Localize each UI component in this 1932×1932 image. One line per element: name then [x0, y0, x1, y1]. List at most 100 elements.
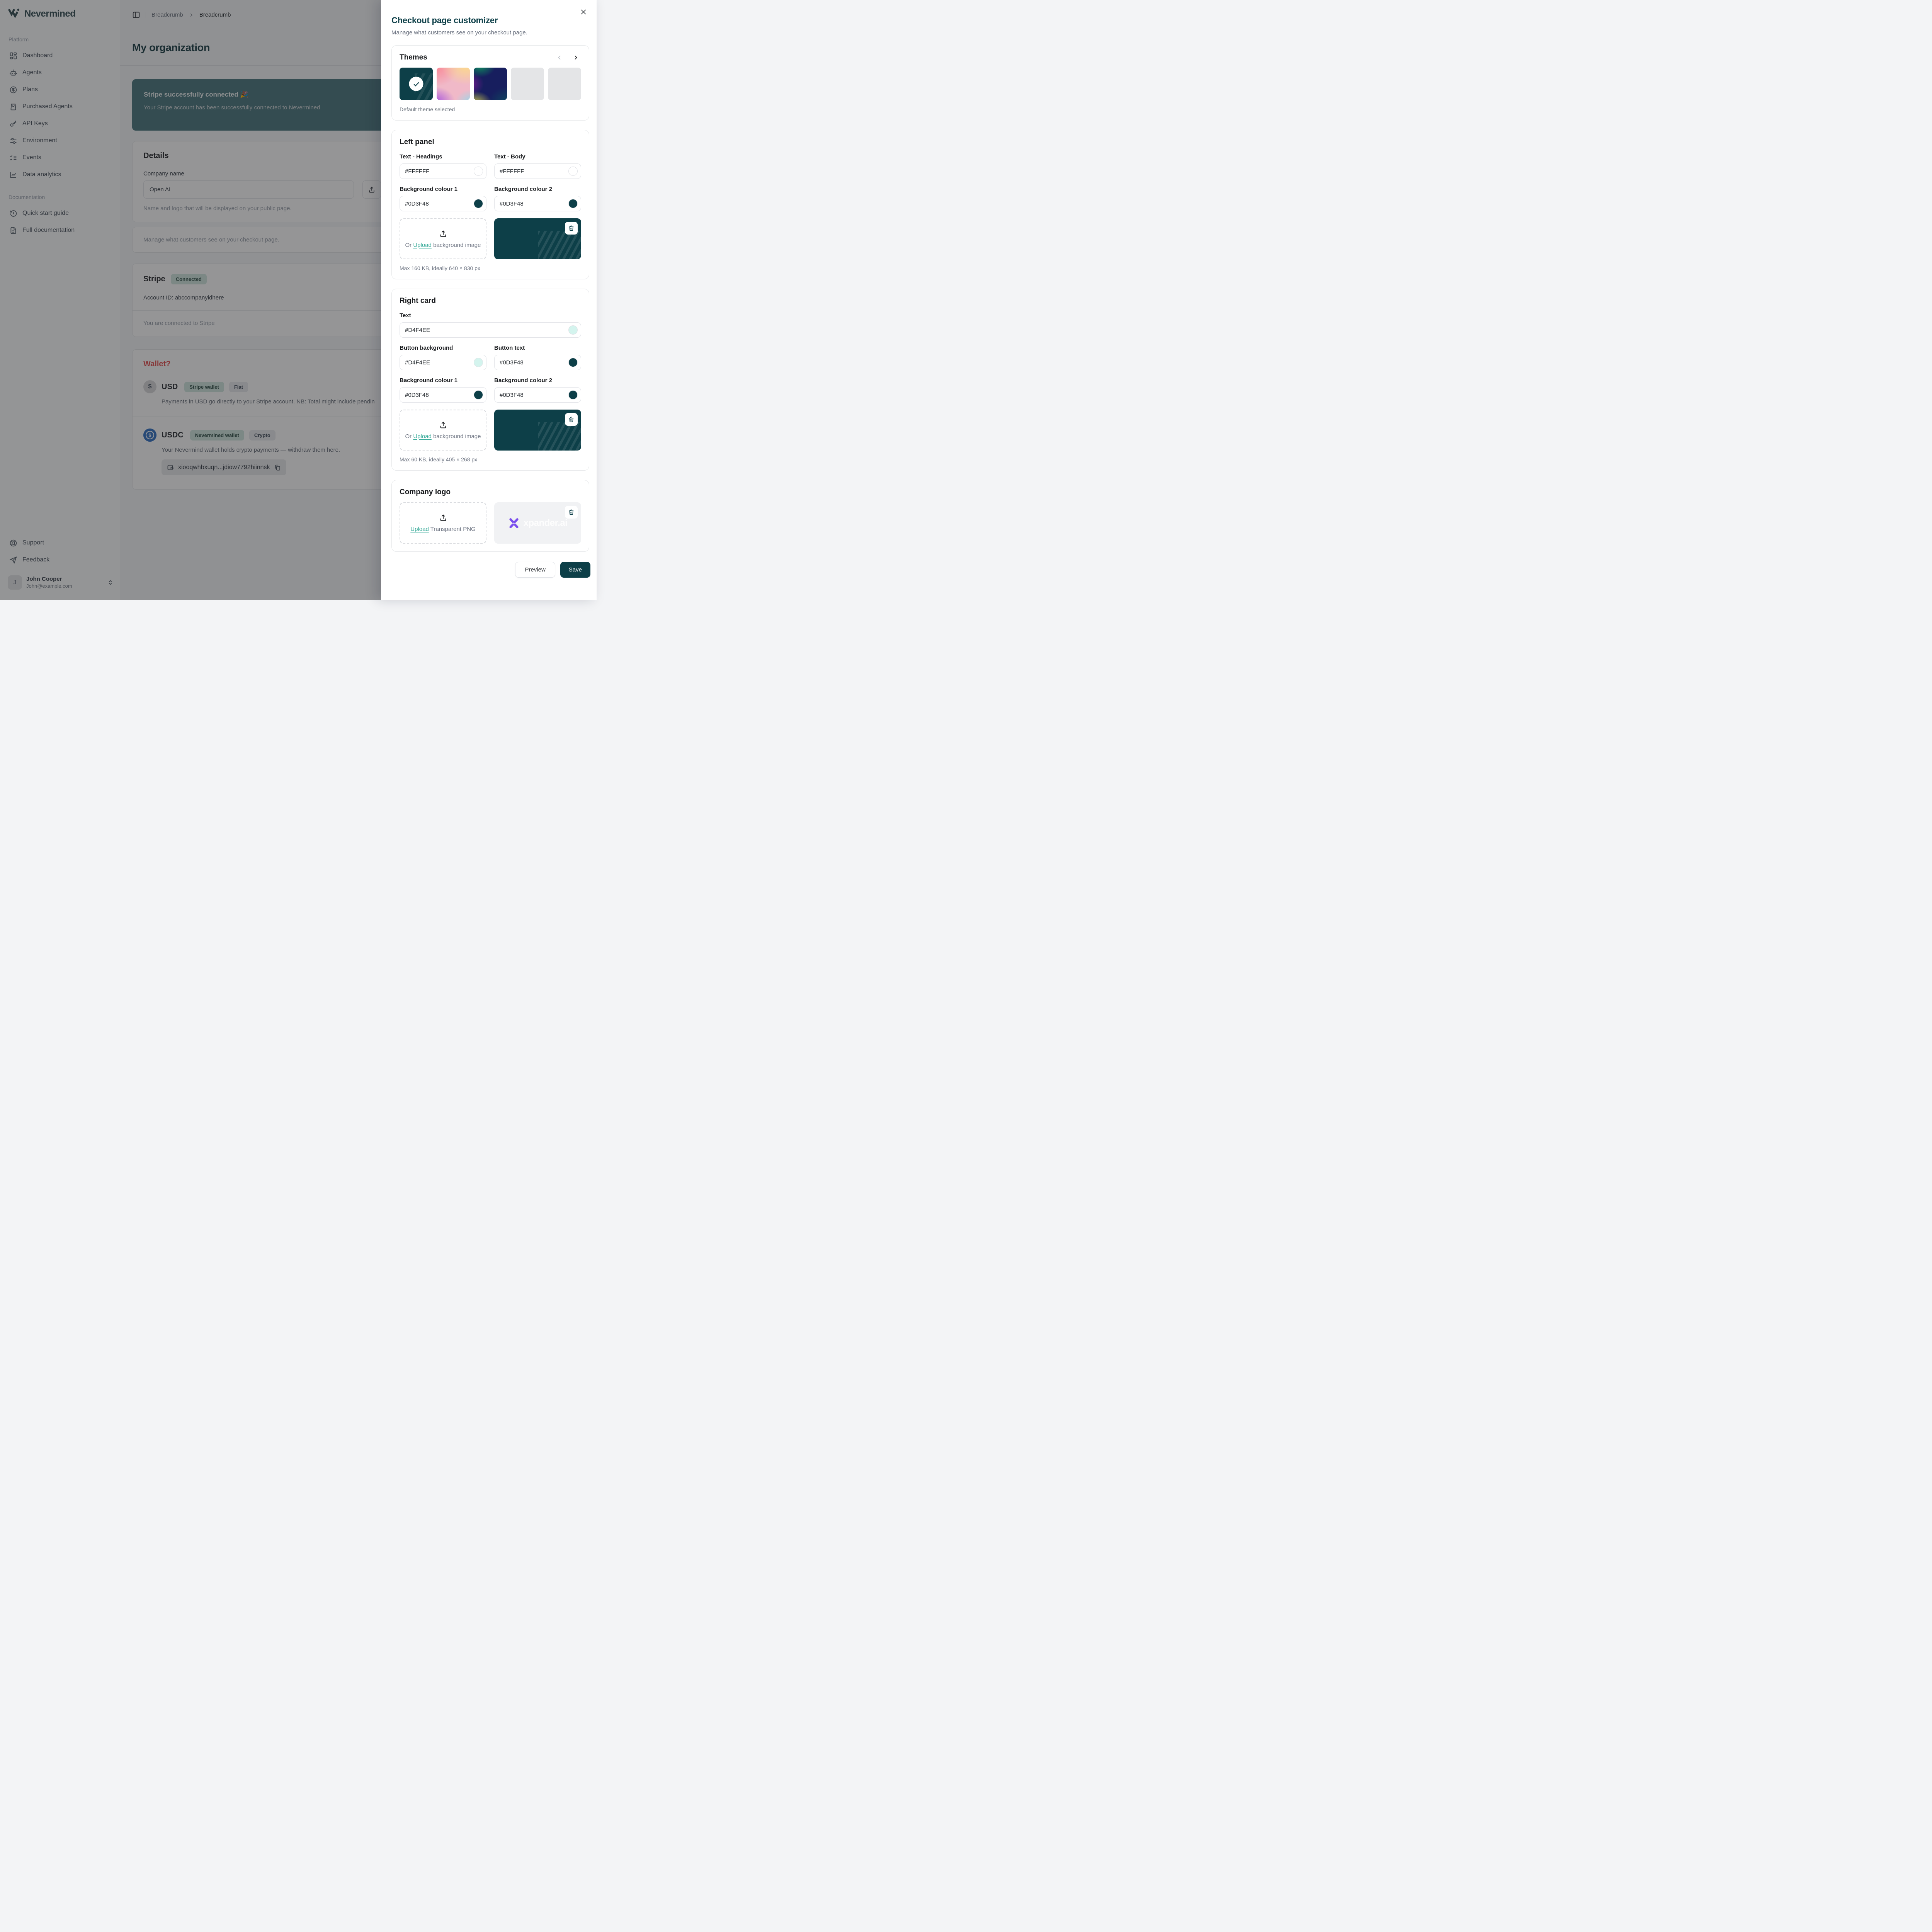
breadcrumb-parent[interactable]: Breadcrumb [151, 12, 183, 18]
upload-text-suffix: background image [433, 433, 481, 440]
right-card-upload-link[interactable]: Upload [413, 433, 432, 440]
trash-icon [569, 225, 574, 231]
left-panel-upload-link[interactable]: Upload [413, 242, 432, 248]
right-card-upload-dropzone[interactable]: Or Upload background image [400, 410, 486, 451]
right-text-label: Text [400, 312, 411, 319]
themes-prev-icon[interactable] [556, 54, 563, 61]
user-menu[interactable]: J John Cooper John@example.com [8, 575, 114, 590]
company-name-input[interactable] [143, 180, 354, 199]
wallet-address-chip[interactable]: xiooqwhbxuqn...jdiow7792hiinnsk [162, 459, 286, 475]
theme-swatch-4[interactable] [511, 68, 544, 100]
sidebar-item-environment[interactable]: Environment [8, 132, 114, 149]
sidebar-item-label: API Keys [22, 120, 48, 127]
right-bg1-color-input[interactable] [400, 387, 486, 403]
save-button[interactable]: Save [560, 562, 590, 578]
shopping-bag-icon [9, 103, 17, 111]
left-bg1-color-input[interactable] [400, 196, 486, 211]
company-logo-card: Company logo Upload Transparent PNG xpan… [391, 480, 589, 552]
left-panel-size-hint: Max 160 KB, ideally 640 × 830 px [400, 265, 480, 271]
headings-color-input[interactable] [400, 163, 486, 179]
copy-icon[interactable] [274, 464, 281, 471]
themes-title: Themes [400, 53, 427, 61]
button-bg-color-input[interactable] [400, 355, 486, 370]
usdc-code: USDC [162, 430, 184, 439]
theme-swatch-default-selected[interactable] [400, 68, 433, 100]
button-text-color-swatch [568, 358, 578, 367]
right-card-delete-image-button[interactable] [565, 413, 578, 426]
sidebar-item-label: Full documentation [22, 227, 75, 233]
left-panel-title: Left panel [400, 138, 434, 146]
company-logo-upload-link[interactable]: Upload [410, 526, 429, 532]
user-email: John@example.com [26, 583, 72, 589]
sidebar-item-api-keys[interactable]: API Keys [8, 115, 114, 132]
left-bg2-color-input[interactable] [494, 196, 581, 211]
theme-swatch-3[interactable] [474, 68, 507, 100]
sidebar-item-feedback[interactable]: Feedback [8, 551, 114, 568]
drawer-title: Checkout page customizer [391, 15, 498, 25]
xpander-logo-text: xpander.ai [523, 517, 568, 528]
body-color-input[interactable] [494, 163, 581, 179]
trash-icon [569, 509, 574, 515]
left-bg1-label: Background colour 1 [400, 186, 458, 192]
sidebar-item-events[interactable]: Events [8, 149, 114, 166]
sidebar-item-agents[interactable]: Agents [8, 64, 114, 81]
sidebar-item-plans[interactable]: Plans [8, 81, 114, 98]
modal-backdrop[interactable] [0, 0, 381, 600]
right-card-title: Right card [400, 297, 436, 305]
button-text-color-input[interactable] [494, 355, 581, 370]
left-bg2-label: Background colour 2 [494, 186, 553, 192]
wallet-icon [167, 464, 174, 471]
sidebar-item-label: Data analytics [22, 171, 61, 178]
right-text-color-swatch [568, 325, 578, 335]
drawer-subtitle: Manage what customers see on your checko… [391, 29, 527, 36]
company-logo-title: Company logo [400, 488, 451, 496]
upload-icon [440, 230, 446, 237]
close-icon[interactable] [580, 8, 588, 16]
left-panel-upload-dropzone[interactable]: Or Upload background image [400, 218, 486, 259]
dollar-circle-icon [9, 86, 17, 94]
upload-text-prefix: Or [405, 242, 412, 248]
chevrons-up-down-icon[interactable] [107, 579, 114, 586]
usd-description: Payments in USD go directly to your Stri… [162, 398, 375, 405]
usd-stripe-wallet-badge: Stripe wallet [184, 381, 224, 392]
right-text-color-input[interactable] [400, 322, 581, 338]
sidebar: Nevermined Platform Dashboard Agents Pla… [0, 0, 120, 600]
right-bg2-color-swatch [568, 390, 578, 400]
sidebar-item-purchased-agents[interactable]: Purchased Agents [8, 98, 114, 115]
sidebar-item-full-documentation[interactable]: Full documentation [8, 222, 114, 239]
sidebar-toggle-icon[interactable] [132, 11, 140, 19]
theme-swatch-5[interactable] [548, 68, 581, 100]
headings-color-swatch [474, 167, 483, 176]
usdc-description: Your Nevermind wallet holds crypto payme… [162, 447, 340, 453]
breadcrumb-current[interactable]: Breadcrumb [199, 12, 231, 18]
company-name-label: Company name [143, 170, 184, 177]
button-bg-label: Button background [400, 345, 453, 351]
preview-pattern [537, 230, 581, 259]
usd-fiat-badge: Fiat [229, 381, 248, 392]
company-logo-delete-button[interactable] [565, 506, 578, 519]
right-card-background-preview [494, 410, 581, 451]
right-bg2-label: Background colour 2 [494, 377, 553, 384]
usdc-icon: $ [143, 429, 156, 442]
details-title: Details [143, 151, 169, 160]
sidebar-item-dashboard[interactable]: Dashboard [8, 47, 114, 64]
right-bg2-color-input[interactable] [494, 387, 581, 403]
left-bg2-color-swatch [568, 199, 578, 208]
themes-next-icon[interactable] [572, 54, 580, 61]
screen: Nevermined Platform Dashboard Agents Pla… [0, 0, 597, 600]
button-bg-color-swatch [474, 358, 483, 367]
sidebar-item-label: Events [22, 154, 41, 161]
preview-button[interactable]: Preview [515, 562, 555, 578]
themes-card: Themes [391, 45, 589, 121]
left-panel-delete-image-button[interactable] [565, 222, 578, 235]
theme-swatch-2[interactable] [437, 68, 470, 100]
sidebar-item-quick-start-guide[interactable]: Quick start guide [8, 205, 114, 222]
company-logo-dropzone[interactable]: Upload Transparent PNG [400, 502, 486, 544]
upload-icon [440, 514, 446, 521]
sidebar-item-support[interactable]: Support [8, 534, 114, 551]
theme-status: Default theme selected [400, 106, 455, 112]
checkout-card-text: Manage what customers see on your checko… [143, 236, 279, 243]
company-logo-upload-button[interactable] [362, 180, 381, 199]
topbar: Breadcrumb Breadcrumb [120, 0, 597, 30]
sidebar-item-data-analytics[interactable]: Data analytics [8, 166, 114, 183]
